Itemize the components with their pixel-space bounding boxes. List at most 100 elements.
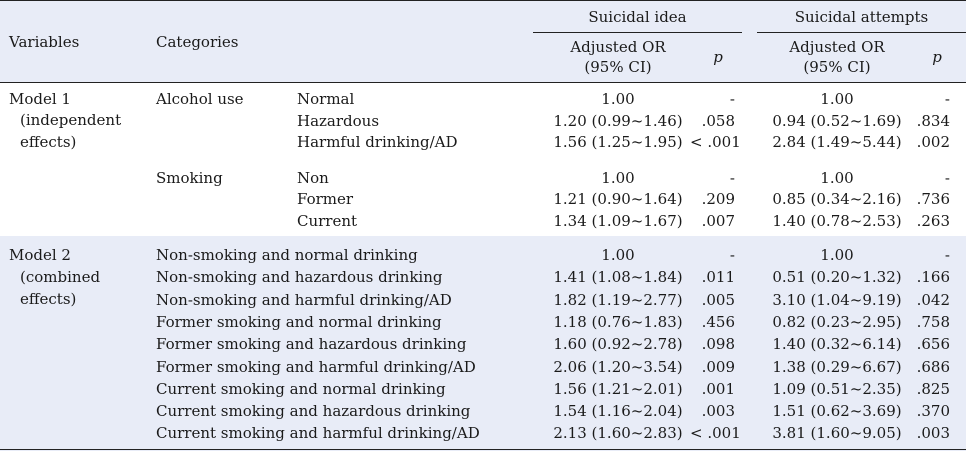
idea-adjusted-or: 1.41 (1.08~1.84) (553, 268, 683, 287)
table-row-category: Former smoking and harmful drinking/AD (156, 357, 476, 376)
idea-adjusted-or: 1.00 (601, 169, 635, 187)
table-row-category: Non-smoking and hazardous drinking (156, 268, 443, 287)
attempts-adjusted-or: 2.84 (1.49~5.44) (772, 133, 902, 151)
header-suicidal-idea: Suicidal idea (588, 8, 687, 26)
table-header-background (0, 0, 966, 82)
category-alcohol-use: Alcohol use (156, 90, 244, 108)
idea-adjusted-or: 1.54 (1.16~2.04) (553, 402, 683, 421)
idea-adjusted-or: 1.56 (1.25~1.95) (553, 133, 683, 151)
attempts-p-value: - (944, 246, 950, 264)
attempts-adjusted-or: 1.38 (0.29~6.67) (772, 357, 902, 376)
idea-adjusted-or: 1.21 (0.90~1.64) (553, 190, 683, 208)
attempts-p-value: .166 (916, 268, 950, 287)
model2-background (0, 236, 966, 451)
attempts-adjusted-or: 1.00 (820, 169, 854, 187)
attempts-adjusted-or: 0.94 (0.52~1.69) (772, 112, 902, 130)
attempts-p-value: .002 (916, 133, 950, 151)
header-idea-adjusted-or: Adjusted OR (570, 38, 666, 56)
idea-p-value: .007 (701, 212, 735, 230)
table-row-category: Non-smoking and normal drinking (156, 246, 418, 264)
attempts-adjusted-or: 1.00 (820, 246, 854, 264)
attempts-p-value: .736 (916, 190, 950, 208)
idea-adjusted-or: 1.60 (0.92~2.78) (553, 335, 683, 354)
model1-label: Model 1 (9, 90, 71, 108)
attempts-p-value: .825 (916, 379, 950, 398)
header-idea-ci: (95% CI) (584, 58, 652, 76)
top-rule (0, 0, 966, 1)
attempts-adjusted-or: 1.40 (0.78~2.53) (772, 212, 902, 230)
idea-p-value: .209 (701, 190, 735, 208)
idea-p-value: .058 (701, 112, 735, 130)
attempts-adjusted-or: 1.40 (0.32~6.14) (772, 335, 902, 354)
idea-adjusted-or: 2.13 (1.60~2.83) (553, 424, 683, 443)
header-idea-p: p (713, 48, 723, 66)
table-row-subcategory: Harmful drinking/AD (297, 133, 458, 151)
header-attempts-p: p (932, 48, 942, 66)
attempts-p-value: - (944, 90, 950, 108)
model1-background (0, 82, 966, 236)
header-bottom-rule (0, 82, 966, 83)
idea-p-value: .456 (701, 312, 735, 331)
idea-adjusted-or: 1.56 (1.21~2.01) (553, 379, 683, 398)
idea-adjusted-or: 1.18 (0.76~1.83) (553, 312, 683, 331)
idea-adjusted-or: 1.00 (601, 90, 635, 108)
idea-p-value: .011 (701, 268, 735, 287)
attempts-p-value: .003 (916, 424, 950, 443)
attempts-p-value: .042 (916, 290, 950, 309)
table-row-subcategory: Normal (297, 90, 355, 108)
idea-p-value: .009 (701, 357, 735, 376)
header-categories: Categories (156, 33, 239, 51)
table-row-subcategory: Former (297, 190, 354, 208)
attempts-p-value: .263 (916, 212, 950, 230)
model2-label: effects) (20, 290, 77, 308)
table-row-subcategory: Hazardous (297, 112, 380, 130)
attempts-p-value: .686 (916, 357, 950, 376)
model1-label: effects) (20, 133, 77, 151)
idea-adjusted-or: 2.06 (1.20~3.54) (553, 357, 683, 376)
attempts-adjusted-or: 1.51 (0.62~3.69) (772, 402, 902, 421)
attempts-p-value: .758 (916, 312, 950, 331)
idea-p-value: .001 (701, 379, 735, 398)
table-row-category: Former smoking and normal drinking (156, 312, 442, 331)
model2-label: (combined (20, 268, 101, 286)
idea-p-value: .005 (701, 290, 735, 309)
table-row-category: Current smoking and harmful drinking/AD (156, 424, 480, 443)
header-suicidal-attempts: Suicidal attempts (794, 8, 929, 26)
bottom-rule (0, 449, 966, 450)
attempts-adjusted-or: 3.81 (1.60~9.05) (772, 424, 902, 443)
attempts-p-value: - (944, 169, 950, 187)
idea-p-value: - (729, 169, 735, 187)
attempts-adjusted-or: 3.10 (1.04~9.19) (772, 290, 902, 309)
table-row-category: Current smoking and normal drinking (156, 379, 446, 398)
table-row-category: Former smoking and hazardous drinking (156, 335, 467, 354)
group-rule-attempts (757, 32, 966, 33)
attempts-adjusted-or: 0.51 (0.20~1.32) (772, 268, 902, 287)
idea-p-value: < .001 (690, 133, 741, 151)
header-attempts-adjusted-or: Adjusted OR (789, 38, 885, 56)
table-row-category: Non-smoking and harmful drinking/AD (156, 290, 452, 309)
idea-p-value: - (729, 246, 735, 264)
attempts-adjusted-or: 0.85 (0.34~2.16) (772, 190, 902, 208)
model1-label: (independent (20, 111, 122, 129)
idea-p-value: .003 (701, 402, 735, 421)
idea-p-value: .098 (701, 335, 735, 354)
idea-adjusted-or: 1.20 (0.99~1.46) (553, 112, 683, 130)
idea-adjusted-or: 1.34 (1.09~1.67) (553, 212, 683, 230)
idea-p-value: - (729, 90, 735, 108)
table-row-subcategory: Non (297, 169, 329, 187)
attempts-adjusted-or: 0.82 (0.23~2.95) (772, 312, 902, 331)
header-variables: Variables (9, 33, 80, 51)
idea-p-value: < .001 (690, 424, 741, 443)
idea-adjusted-or: 1.00 (601, 246, 635, 264)
attempts-p-value: .656 (916, 335, 950, 354)
idea-adjusted-or: 1.82 (1.19~2.77) (553, 290, 683, 309)
model2-label: Model 2 (9, 246, 71, 264)
attempts-p-value: .834 (916, 112, 950, 130)
attempts-p-value: .370 (916, 402, 950, 421)
attempts-adjusted-or: 1.00 (820, 90, 854, 108)
attempts-adjusted-or: 1.09 (0.51~2.35) (772, 379, 902, 398)
table-row-subcategory: Current (297, 212, 358, 230)
header-attempts-ci: (95% CI) (803, 58, 871, 76)
category-smoking: Smoking (156, 169, 223, 187)
